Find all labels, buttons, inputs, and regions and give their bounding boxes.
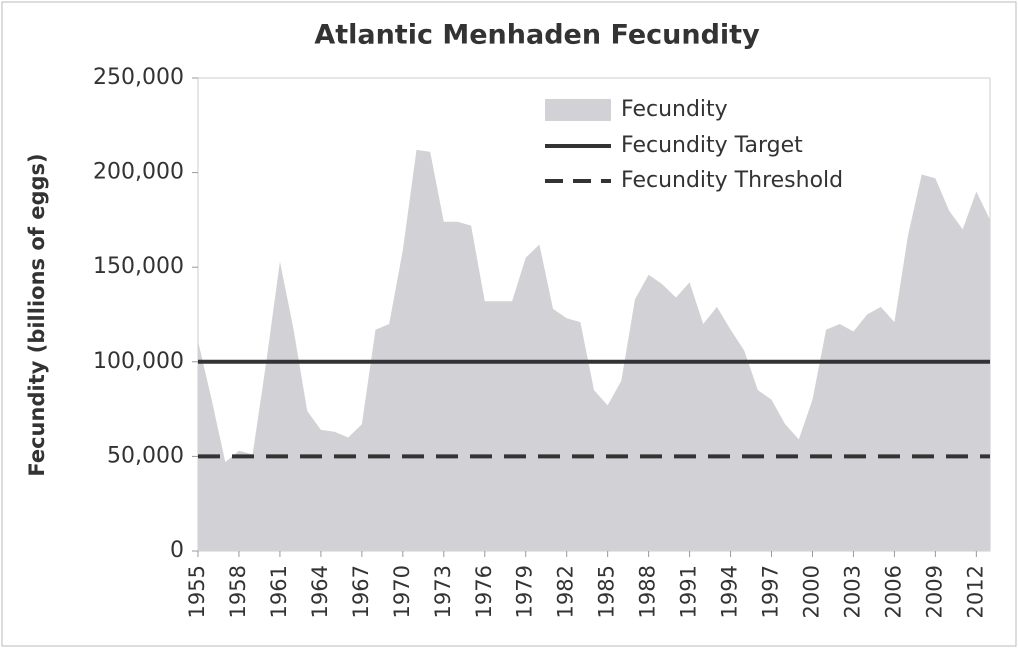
x-tick-label: 1973 bbox=[431, 565, 455, 618]
y-tick-label: 100,000 bbox=[93, 349, 184, 374]
x-tick-label: 1967 bbox=[349, 565, 373, 618]
area bbox=[198, 149, 990, 551]
x-tick-label: 1997 bbox=[759, 565, 783, 618]
y-tick-label: 0 bbox=[170, 538, 184, 563]
x-tick-label: 2000 bbox=[799, 565, 823, 618]
x-tick-label: 1982 bbox=[554, 565, 578, 618]
x-tick-label: 1970 bbox=[390, 565, 414, 618]
y-tick-label: 150,000 bbox=[93, 254, 184, 279]
x-tick-label: 2003 bbox=[840, 565, 864, 618]
y-axis-label: Fecundity (billions of eggs) bbox=[25, 153, 49, 476]
x-tick-label: 1994 bbox=[718, 565, 742, 618]
x-tick-label: 1955 bbox=[185, 565, 209, 618]
x-tick-label: 1958 bbox=[226, 565, 250, 618]
x-tick-label: 1985 bbox=[595, 565, 619, 618]
x-tick-label: 2009 bbox=[922, 565, 946, 618]
x-tick-label: 1961 bbox=[267, 565, 291, 618]
x-tick-label: 1964 bbox=[308, 565, 332, 618]
x-tick-label: 1979 bbox=[513, 565, 537, 618]
x-tick-label: 1976 bbox=[472, 565, 496, 618]
x-tick-label: 1988 bbox=[636, 565, 660, 618]
x-tick-label: 2006 bbox=[881, 565, 905, 618]
legend-label: Fecundity Target bbox=[621, 133, 803, 158]
x-tick-label: 1991 bbox=[677, 565, 701, 618]
legend-label: Fecundity Threshold bbox=[621, 168, 843, 193]
chart-title: Atlantic Menhaden Fecundity bbox=[314, 20, 760, 51]
legend-label: Fecundity bbox=[621, 97, 728, 122]
y-tick-label: 200,000 bbox=[93, 160, 184, 185]
y-tick-label: 250,000 bbox=[93, 65, 184, 90]
x-tick-label: 2012 bbox=[963, 565, 987, 618]
legend-swatch bbox=[545, 99, 611, 121]
y-tick-label: 50,000 bbox=[107, 443, 184, 468]
